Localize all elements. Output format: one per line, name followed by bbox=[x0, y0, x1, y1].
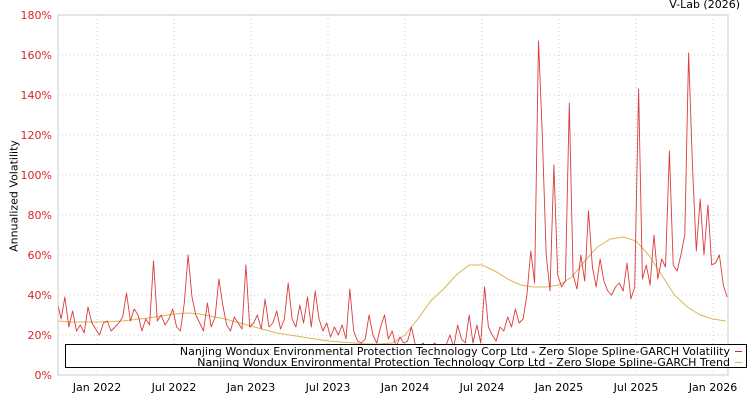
x-axis-ticks: Jan 2022 Jul 2022 Jan 2023 Jul 2023 Jan 2024… bbox=[72, 381, 737, 394]
trend-line bbox=[57, 236, 726, 345]
y-tick-label: 80% bbox=[28, 209, 52, 222]
legend-label-trend: Nanjing Wondux Environmental Protection … bbox=[197, 356, 730, 369]
y-axis-label: Annualized Volatility bbox=[7, 140, 21, 252]
y-tick-label: 20% bbox=[28, 329, 52, 342]
y-tick-label: 120% bbox=[21, 129, 52, 142]
x-tick-label: Jan 2023 bbox=[226, 381, 275, 394]
x-tick-label: Jul 2024 bbox=[459, 381, 505, 394]
y-tick-label: 0% bbox=[35, 369, 52, 382]
y-tick-label: 180% bbox=[21, 9, 52, 22]
source-credit: V-Lab (2026) bbox=[669, 0, 740, 11]
volatility-line bbox=[57, 40, 728, 350]
y-axis-ticks: 0% 20% 40% 60% 80% 100% 120% 140% 160% 180% bbox=[21, 9, 52, 382]
y-tick-label: 140% bbox=[21, 89, 52, 102]
plot-frame bbox=[57, 14, 729, 376]
legend-swatch-volatility bbox=[735, 351, 742, 352]
y-tick-label: 40% bbox=[28, 289, 52, 302]
y-tick-label: 60% bbox=[28, 249, 52, 262]
x-tick-label: Jul 2022 bbox=[151, 381, 197, 394]
x-tick-label: Jan 2026 bbox=[688, 381, 737, 394]
x-tick-label: Jan 2024 bbox=[380, 381, 429, 394]
legend-swatch-trend bbox=[735, 362, 742, 363]
legend-label-volatility: Nanjing Wondux Environmental Protection … bbox=[179, 345, 730, 358]
x-tick-label: Jan 2025 bbox=[534, 381, 583, 394]
legend-item-trend: Nanjing Wondux Environmental Protection … bbox=[197, 357, 742, 368]
y-tick-label: 100% bbox=[21, 169, 52, 182]
chart-legend: Nanjing Wondux Environmental Protection … bbox=[65, 344, 747, 368]
x-tick-label: Jan 2022 bbox=[72, 381, 121, 394]
x-tick-label: Jul 2023 bbox=[305, 381, 351, 394]
legend-item-volatility: Nanjing Wondux Environmental Protection … bbox=[180, 346, 742, 357]
y-tick-label: 160% bbox=[21, 49, 52, 62]
grid-lines bbox=[58, 15, 728, 375]
x-tick-label: Jul 2025 bbox=[613, 381, 659, 394]
